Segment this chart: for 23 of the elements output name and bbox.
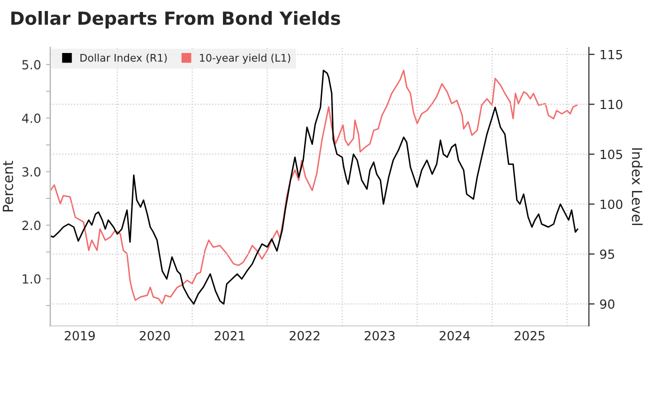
y-tick-label: 5.0 — [22, 60, 40, 70]
y-tick-label: 4.0 — [22, 114, 40, 124]
y-tick-label: 2.0 — [22, 220, 40, 230]
y2-axis-title: Index Level — [632, 148, 643, 225]
y-tick-label: 1.0 — [22, 274, 40, 284]
y-tick-label: 3.0 — [22, 167, 40, 177]
x-tick-label: 2022 — [290, 330, 320, 340]
legend-label: 10-year yield (L1) — [200, 54, 290, 64]
x-tick-label: 2023 — [364, 330, 395, 340]
x-tick-label: 2021 — [214, 330, 244, 340]
x-tick-label: 2024 — [440, 330, 470, 340]
x-tick-label: 2019 — [64, 330, 95, 340]
x-tick-label: 2025 — [514, 330, 544, 340]
y-axis-title: Percent — [2, 160, 14, 212]
legend-label: Dollar Index (R1) — [80, 54, 167, 63]
y2-tick-label: 105 — [600, 150, 622, 160]
y2-tick-label: 90 — [600, 299, 614, 309]
y2-tick-label: 95 — [600, 249, 614, 259]
y2-tick-label: 100 — [600, 200, 622, 210]
chart-title: Dollar Departs From Bond Yields — [11, 11, 340, 28]
y2-tick-label: 110 — [600, 100, 622, 110]
y2-tick-label: 115 — [600, 50, 622, 60]
x-tick-label: 2020 — [140, 330, 170, 340]
